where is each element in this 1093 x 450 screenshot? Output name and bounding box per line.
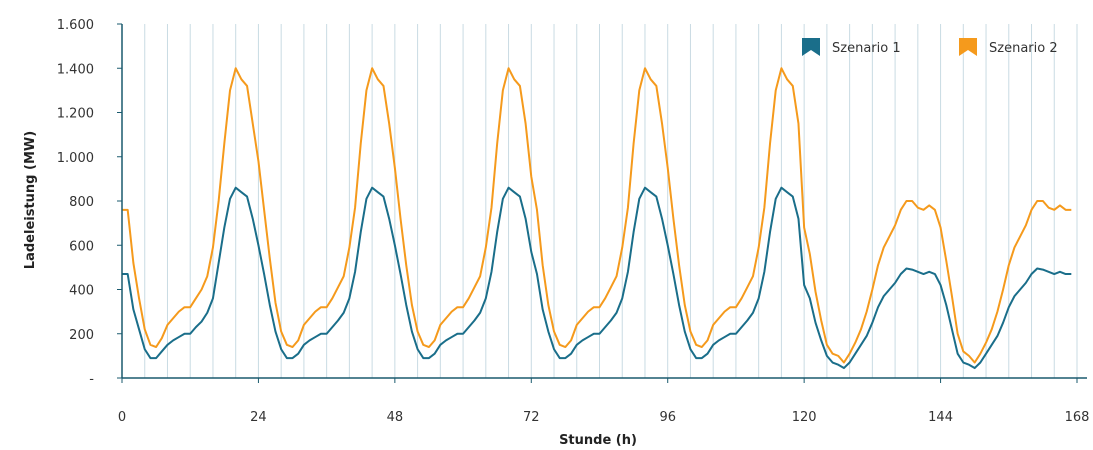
y-axis-title: Ladeleistung (MW) [23, 131, 38, 269]
y-tick-label-1600: 1.600 [57, 18, 94, 33]
axes [121, 24, 1087, 379]
legend: Szenario 1 Szenario 2 [802, 38, 1058, 56]
vertical-gridlines [144, 24, 1078, 378]
x-tick-label-72: 72 [523, 410, 540, 425]
x-tick-label-48: 48 [387, 410, 404, 425]
x-tick-label-0: 0 [118, 410, 126, 425]
legend-label-series-1: Szenario 1 [832, 41, 901, 56]
x-tick-label-96: 96 [659, 410, 676, 425]
series-lines [122, 67, 1072, 370]
legend-label-series-2: Szenario 2 [989, 41, 1058, 56]
legend-item-series-2: Szenario 2 [959, 38, 1058, 56]
y-tick-label-1400: 1.400 [57, 62, 94, 77]
legend-swatch-series-2 [959, 38, 977, 56]
series-line-2 [122, 67, 1072, 364]
x-tick-label-168: 168 [1065, 410, 1090, 425]
y-tick-label-1000: 1.000 [57, 151, 94, 166]
x-axis-title: Stunde (h) [559, 433, 637, 448]
x-tick-label-120: 120 [792, 410, 817, 425]
legend-swatch-series-1 [802, 38, 820, 56]
y-tick-label-0: - [89, 372, 94, 387]
y-tick-label-200: 200 [69, 328, 94, 343]
y-tick-label-600: 600 [69, 239, 94, 254]
x-tick-label-24: 24 [250, 410, 267, 425]
x-tick-label-144: 144 [928, 410, 953, 425]
y-tick-label-1200: 1.200 [57, 107, 94, 122]
series-line-1 [122, 186, 1072, 370]
legend-item-series-1: Szenario 1 [802, 38, 901, 56]
x-tick-labels: 0 24 48 72 96 120 144 168 [118, 378, 1090, 425]
y-tick-labels: - 200 400 600 800 1.000 1.200 1.400 1.600 [57, 18, 122, 387]
y-tick-label-800: 800 [69, 195, 94, 210]
y-tick-label-400: 400 [69, 284, 94, 299]
